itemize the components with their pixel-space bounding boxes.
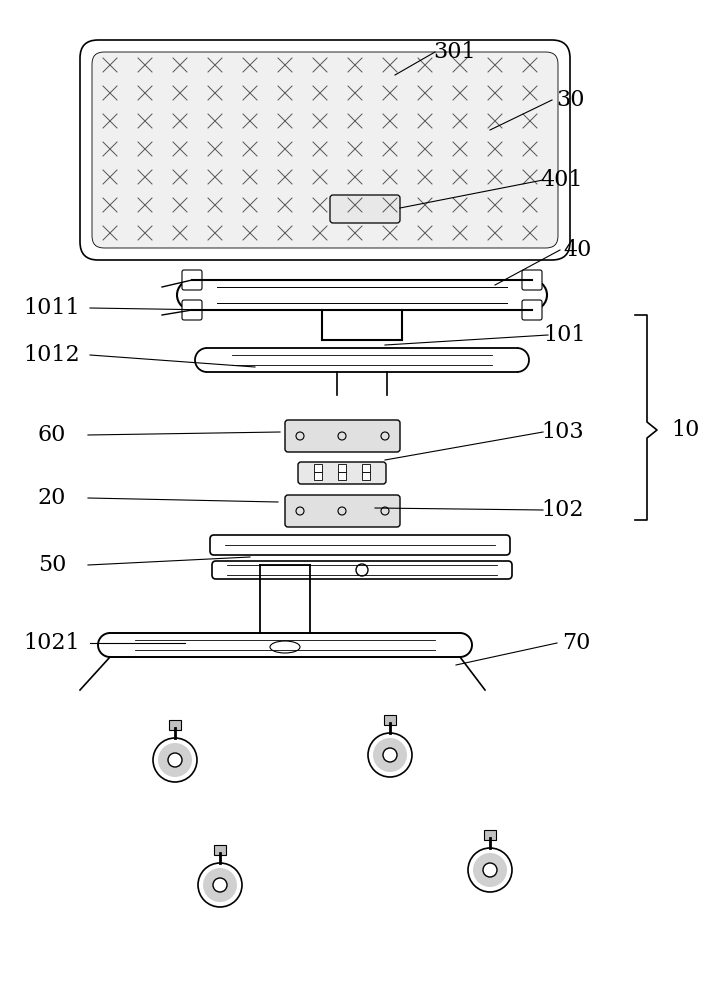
Bar — [169, 720, 181, 730]
FancyBboxPatch shape — [182, 270, 202, 290]
Circle shape — [203, 868, 237, 902]
Text: 1021: 1021 — [24, 632, 80, 654]
Text: 1011: 1011 — [24, 297, 80, 319]
Text: 401: 401 — [541, 169, 584, 191]
FancyBboxPatch shape — [522, 300, 542, 320]
Circle shape — [373, 738, 407, 772]
Circle shape — [473, 853, 507, 887]
Text: 10: 10 — [671, 419, 699, 441]
Circle shape — [158, 743, 192, 777]
FancyBboxPatch shape — [285, 420, 400, 452]
FancyBboxPatch shape — [330, 195, 400, 223]
Text: 60: 60 — [38, 424, 66, 446]
Bar — [362, 472, 370, 480]
Bar — [314, 472, 322, 480]
FancyBboxPatch shape — [80, 40, 570, 260]
FancyBboxPatch shape — [210, 535, 510, 555]
Bar — [384, 715, 396, 725]
Circle shape — [168, 753, 182, 767]
Text: 20: 20 — [38, 487, 66, 509]
Text: 102: 102 — [542, 499, 584, 521]
FancyBboxPatch shape — [522, 270, 542, 290]
FancyBboxPatch shape — [212, 561, 512, 579]
Bar — [314, 464, 322, 472]
Text: 101: 101 — [544, 324, 586, 346]
Text: 301: 301 — [434, 41, 476, 63]
FancyBboxPatch shape — [298, 462, 386, 484]
Bar — [362, 464, 370, 472]
Text: 1012: 1012 — [24, 344, 80, 366]
FancyBboxPatch shape — [92, 52, 558, 248]
Text: 30: 30 — [556, 89, 584, 111]
Text: 103: 103 — [542, 421, 584, 443]
Bar — [484, 830, 496, 840]
FancyBboxPatch shape — [182, 300, 202, 320]
Bar — [338, 464, 346, 472]
Circle shape — [213, 878, 227, 892]
Text: 70: 70 — [562, 632, 590, 654]
Bar — [214, 845, 226, 855]
Text: 40: 40 — [564, 239, 592, 261]
Bar — [338, 472, 346, 480]
Circle shape — [383, 748, 397, 762]
Text: 50: 50 — [38, 554, 66, 576]
FancyBboxPatch shape — [285, 495, 400, 527]
Circle shape — [483, 863, 497, 877]
